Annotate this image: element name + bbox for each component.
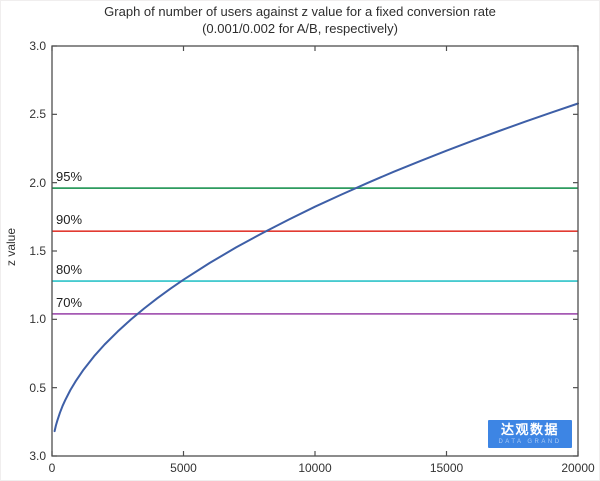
chart-title-line1: Graph of number of users against z value… bbox=[104, 4, 496, 19]
x-tick-label: 15000 bbox=[429, 461, 464, 475]
confidence-label-70%: 70% bbox=[56, 294, 83, 310]
y-tick-label: 1.0 bbox=[29, 312, 46, 327]
x-tick-label: 5000 bbox=[170, 461, 197, 475]
confidence-label-95%: 95% bbox=[56, 169, 83, 185]
data-grand-watermark: 达观数据 DATA GRAND bbox=[488, 420, 572, 448]
y-tick-label: 2.5 bbox=[29, 107, 46, 122]
watermark-english-text: DATA GRAND bbox=[498, 438, 562, 445]
x-tick-label: 10000 bbox=[298, 461, 332, 475]
axes-frame bbox=[51, 45, 579, 457]
y-tick-label: 3.0 bbox=[29, 449, 46, 463]
confidence-label-80%: 80% bbox=[56, 262, 83, 278]
chart-title-line2: (0.001/0.002 for A/B, respectively) bbox=[202, 21, 398, 36]
y-tick-label: 2.0 bbox=[29, 175, 46, 190]
y-tick-label: 1.5 bbox=[29, 244, 46, 258]
watermark-chinese-text: 达观数据 bbox=[500, 421, 559, 437]
y-tick-label: 3.0 bbox=[29, 39, 46, 53]
y-tick-label: 0.5 bbox=[29, 380, 46, 395]
x-tick-label: 0 bbox=[48, 461, 56, 475]
confidence-label-90%: 90% bbox=[56, 212, 83, 228]
z-value-curve bbox=[53, 102, 579, 433]
chart-title: Graph of number of users against z value… bbox=[0, 3, 600, 37]
x-tick-label: 20000 bbox=[561, 461, 595, 475]
